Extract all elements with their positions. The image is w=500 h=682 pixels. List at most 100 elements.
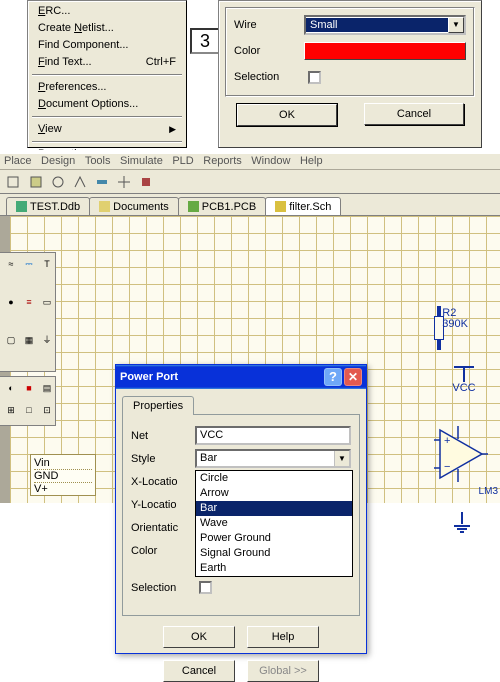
ok-button[interactable]: OK (163, 626, 235, 648)
dialog-title: Power Port (120, 371, 178, 383)
net-label: Net (131, 430, 195, 442)
tool-misc-icon[interactable]: ▤ (39, 380, 55, 396)
tab-pcb1[interactable]: PCB1.PCB (178, 197, 266, 215)
tool-port-icon[interactable]: ▭ (39, 294, 55, 310)
menu-pld[interactable]: PLD (172, 155, 193, 167)
menu-separator (32, 74, 182, 76)
tool-misc-icon[interactable]: □ (21, 402, 37, 418)
close-icon[interactable]: ✕ (344, 368, 362, 386)
net-row[interactable]: GND (34, 470, 92, 483)
dropdown-arrow-icon[interactable]: ▼ (334, 451, 349, 466)
tool-misc-icon[interactable]: ◐ (3, 380, 19, 396)
tool-icon[interactable] (4, 172, 24, 192)
menu-help[interactable]: Help (300, 155, 323, 167)
style-option-signal-ground[interactable]: Signal Ground (196, 546, 352, 561)
pcb-icon (188, 201, 199, 212)
power-port-dialog: Power Port ? ✕ Properties Net VCC Style … (115, 364, 367, 654)
wire-group: Wire Small ▼ Color Selection (225, 7, 475, 97)
tool-misc-icon[interactable]: ⊡ (39, 402, 55, 418)
menu-item-erc[interactable]: ERC... (30, 3, 184, 20)
drawing-toolbox: ≈ ⎓ T ● ≡ ▭ ▢ ▦ ⏚ (0, 252, 56, 372)
tool-icon[interactable] (114, 172, 134, 192)
menu-place[interactable]: Place (4, 155, 32, 167)
tool-icon[interactable] (48, 172, 68, 192)
tool-part-icon[interactable]: ▢ (3, 332, 19, 348)
style-option-power-ground[interactable]: Power Ground (196, 531, 352, 546)
xloc-label: X-Locatio (131, 476, 195, 488)
menu-item-create-netlist[interactable]: Create Netlist... (30, 20, 184, 37)
help-button[interactable]: Help (247, 626, 319, 648)
wire-color-swatch[interactable] (304, 42, 466, 60)
tool-junction-icon[interactable]: ● (3, 294, 19, 310)
net-row[interactable]: Vin (34, 457, 92, 470)
net-list-panel: Vin GND V+ (30, 454, 96, 496)
digit-display: 3 (190, 28, 220, 54)
net-row[interactable]: V+ (34, 483, 92, 496)
menu-item-preferences[interactable]: Preferences... (30, 79, 184, 96)
style-option-earth[interactable]: Earth (196, 561, 352, 576)
menu-window[interactable]: Window (251, 155, 290, 167)
tool-icon[interactable] (70, 172, 90, 192)
wire-button-row: OK Cancel (225, 103, 475, 127)
selection-checkbox[interactable] (199, 581, 212, 594)
menu-separator (32, 116, 182, 118)
style-option-arrow[interactable]: Arrow (196, 486, 352, 501)
menu-simulate[interactable]: Simulate (120, 155, 163, 167)
ok-button[interactable]: OK (237, 104, 337, 126)
tab-filter-sch[interactable]: filter.Sch (265, 197, 341, 215)
wire-size-value: Small (306, 18, 448, 32)
orient-label: Orientatic (131, 522, 195, 534)
style-option-wave[interactable]: Wave (196, 516, 352, 531)
tool-sheet-icon[interactable]: ▦ (21, 332, 37, 348)
menu-item-view[interactable]: View▶ (30, 121, 184, 138)
menu-reports[interactable]: Reports (203, 155, 242, 167)
tool-misc-icon[interactable]: ■ (21, 380, 37, 396)
vcc-symbol[interactable]: VCC (446, 366, 482, 394)
tab-documents[interactable]: Documents (89, 197, 179, 215)
tool-power-icon[interactable]: ⏚ (39, 332, 55, 348)
tool-net-icon[interactable]: ≡ (21, 294, 37, 310)
style-option-bar[interactable]: Bar (196, 501, 352, 516)
menu-design[interactable]: Design (41, 155, 75, 167)
wire-size-combo[interactable]: Small ▼ (304, 15, 466, 35)
menu-item-find-component[interactable]: Find Component... (30, 37, 184, 54)
menu-tools[interactable]: Tools (85, 155, 111, 167)
opamp-label: LM3 (479, 486, 498, 497)
dialog-titlebar[interactable]: Power Port ? ✕ (116, 365, 366, 389)
tab-properties[interactable]: Properties (122, 396, 194, 415)
tool-wire-icon[interactable]: ≈ (3, 256, 19, 272)
selection-checkbox[interactable] (308, 71, 321, 84)
menu-item-document-options[interactable]: Document Options... (30, 96, 184, 113)
tool-icon[interactable] (26, 172, 46, 192)
dropdown-arrow-icon[interactable]: ▼ (448, 17, 464, 33)
wire-label: Wire (234, 19, 304, 31)
tool-text-icon[interactable]: T (39, 256, 55, 272)
menu-item-find-text[interactable]: Find Text...Ctrl+F (30, 54, 184, 71)
style-dropdown-list[interactable]: Circle Arrow Bar Wave Power Ground Signa… (195, 470, 353, 577)
ddb-icon (16, 201, 27, 212)
yloc-label: Y-Locatio (131, 499, 195, 511)
tool-misc-icon[interactable]: ⊞ (3, 402, 19, 418)
dialog-button-row: OK Help Cancel Global >> (116, 622, 366, 682)
tab-test-ddb[interactable]: TEST.Ddb (6, 197, 90, 215)
tool-bus-icon[interactable]: ⎓ (21, 256, 37, 272)
dialog-tabstrip: Properties (116, 389, 366, 414)
style-option-circle[interactable]: Circle (196, 471, 352, 486)
ground-symbol[interactable] (454, 512, 470, 533)
style-combo[interactable]: Bar ▼ (195, 449, 351, 468)
context-menu: ERC... Create Netlist... Find Component.… (27, 0, 187, 148)
selection-label: Selection (234, 71, 304, 83)
color-label: Color (234, 45, 304, 57)
toolbar (0, 170, 500, 194)
svg-text:−: − (444, 461, 450, 473)
help-icon[interactable]: ? (324, 368, 342, 386)
cancel-button[interactable]: Cancel (163, 660, 235, 682)
dialog-body: Net VCC Style Bar ▼ X-Locatio Y-Locatio … (122, 414, 360, 616)
cancel-button[interactable]: Cancel (364, 103, 464, 125)
net-input[interactable]: VCC (195, 426, 351, 445)
opamp-symbol[interactable]: + − (434, 426, 488, 482)
tool-icon[interactable] (136, 172, 156, 192)
tool-icon[interactable] (92, 172, 112, 192)
menubar[interactable]: Place Design Tools Simulate PLD Reports … (0, 154, 500, 170)
sch-icon (275, 201, 286, 212)
